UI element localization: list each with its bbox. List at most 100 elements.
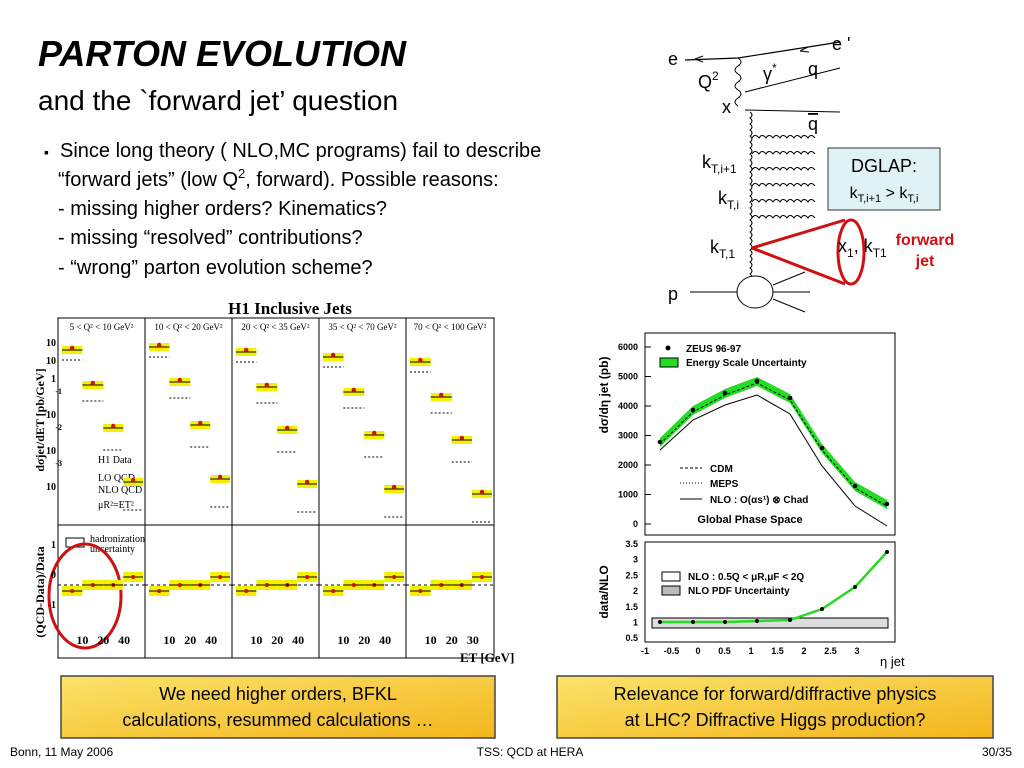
ratio-point bbox=[853, 585, 857, 589]
x-tick-label: 30 bbox=[467, 633, 479, 647]
text: k bbox=[718, 188, 728, 208]
arrow bbox=[694, 55, 704, 63]
ratio-point bbox=[392, 575, 397, 579]
footer: Bonn, 11 May 2006 TSS: QCD at HERA 30/35 bbox=[10, 745, 1012, 759]
y-label: (QCD-Data)/Data bbox=[33, 546, 47, 637]
x-tick-label: 3 bbox=[854, 646, 859, 656]
x-tick-label: 20 bbox=[358, 633, 370, 647]
label: kT,1 bbox=[710, 237, 735, 261]
ratio-point bbox=[418, 589, 423, 593]
y-tick-label: 0.5 bbox=[625, 633, 638, 643]
y-tick-label: 0 bbox=[51, 570, 56, 581]
callout-text: We need higher orders, BFKL bbox=[159, 684, 397, 704]
x-tick-label: 10 bbox=[76, 633, 88, 647]
title: PARTON EVOLUTION bbox=[38, 33, 407, 74]
proton-lines bbox=[690, 271, 810, 313]
frame bbox=[644, 541, 896, 643]
y-label: data/NLO bbox=[597, 565, 611, 618]
sub: T,i+1 bbox=[711, 162, 737, 176]
panel-label: 10 < Q² < 20 GeV² bbox=[154, 322, 223, 332]
y-tick-label: -1 bbox=[55, 387, 62, 396]
y-tick-label: 6000 bbox=[618, 342, 638, 352]
data-point bbox=[351, 387, 356, 393]
label: q bbox=[808, 59, 818, 79]
ratio-point bbox=[691, 620, 695, 624]
sub: T,i bbox=[907, 193, 918, 205]
sub: 1 bbox=[847, 246, 854, 260]
panel-label: 35 < Q² < 70 GeV² bbox=[328, 322, 397, 332]
legend-entry: MEPS bbox=[710, 479, 739, 490]
data-point bbox=[852, 483, 858, 489]
label: Q2 bbox=[698, 69, 719, 92]
legend-entry: CDM bbox=[710, 464, 733, 475]
x-label: η jet bbox=[880, 654, 905, 669]
gluon-ladder bbox=[749, 111, 816, 281]
x-tick-label: 20 bbox=[97, 633, 109, 647]
h1-plot: H1 Inclusive Jets dσjet/dET [pb/GeV] (QC… bbox=[33, 299, 514, 665]
text: γ bbox=[763, 64, 772, 84]
footer-left: Bonn, 11 May 2006 bbox=[10, 745, 114, 759]
x-tick-label: 20 bbox=[446, 633, 458, 647]
bullet-line: Since long theory ( NLO,MC programs) fai… bbox=[60, 140, 541, 162]
x-tick-label: 10 bbox=[250, 633, 262, 647]
y-tick-label: 1 bbox=[51, 374, 56, 385]
y-tick-label: 10 bbox=[46, 356, 56, 367]
legend-entry: NLO PDF Uncertainty bbox=[688, 586, 790, 597]
ratio-point bbox=[264, 583, 269, 587]
data-point bbox=[479, 489, 485, 495]
y-tick-label: 2.5 bbox=[625, 570, 638, 580]
y-tick-label: 1 bbox=[51, 540, 56, 551]
ratio-point bbox=[755, 619, 759, 623]
text: , k bbox=[854, 236, 874, 256]
y-tick-label: 3.5 bbox=[625, 539, 638, 549]
y-tick-label: 2 bbox=[633, 586, 638, 596]
y-tick-label: 3000 bbox=[618, 431, 638, 441]
ratio-point bbox=[131, 575, 136, 579]
text: x bbox=[838, 236, 847, 256]
ratio-point bbox=[157, 589, 162, 593]
ratio-point bbox=[439, 583, 444, 587]
sup: * bbox=[772, 61, 777, 75]
ratio-point bbox=[351, 583, 356, 587]
label: e bbox=[668, 49, 678, 69]
legend-entry: LO QCD bbox=[98, 473, 135, 484]
text: > k bbox=[881, 185, 908, 202]
text: k bbox=[702, 152, 712, 172]
legend-entry: hadronization bbox=[90, 534, 145, 545]
data-point bbox=[111, 423, 116, 429]
data-point bbox=[754, 378, 760, 384]
x-tick-label: 1.5 bbox=[771, 646, 784, 656]
callout-box bbox=[556, 675, 994, 739]
bullet-line: - “wrong” parton evolution scheme? bbox=[58, 257, 373, 279]
jet-cone-end bbox=[836, 218, 866, 286]
photon bbox=[734, 57, 742, 107]
x-tick-label: 10 bbox=[425, 633, 437, 647]
ratio-point bbox=[788, 618, 792, 622]
y-tick-label: 10 bbox=[46, 482, 56, 493]
callout-text: at LHC? Diffractive Higgs production? bbox=[625, 710, 926, 730]
bullet-line: “forward jets” (low Q2, forward). Possib… bbox=[58, 166, 499, 191]
dglap-formula: kT,i+1 > kT,i bbox=[850, 185, 919, 205]
data-point bbox=[130, 477, 136, 483]
label: kT,i+1 bbox=[702, 152, 737, 176]
sup: 2 bbox=[238, 166, 245, 181]
y-tick-label: 5000 bbox=[618, 372, 638, 382]
y-tick-label: 2000 bbox=[618, 460, 638, 470]
x-tick-label: -0.5 bbox=[664, 646, 680, 656]
bullet-marker: ▪ bbox=[44, 144, 49, 160]
ratio-point bbox=[305, 575, 310, 579]
electron-line bbox=[684, 41, 841, 61]
data-point bbox=[304, 479, 310, 485]
ratio-point bbox=[885, 550, 889, 554]
footer-center: TSS: QCD at HERA bbox=[477, 745, 584, 759]
data-point bbox=[264, 382, 269, 388]
x-tick-label: 40 bbox=[205, 633, 217, 647]
legend-entry: μR²=ET² bbox=[98, 500, 134, 511]
data-point bbox=[198, 420, 203, 426]
data-point bbox=[156, 342, 162, 348]
data-point bbox=[90, 380, 96, 386]
data-point bbox=[459, 435, 465, 441]
cdm-curve bbox=[659, 382, 888, 507]
zeus-plot: dσ/dη jet (pb) data/NLO ZEUS 96-97 Energ… bbox=[597, 332, 905, 669]
